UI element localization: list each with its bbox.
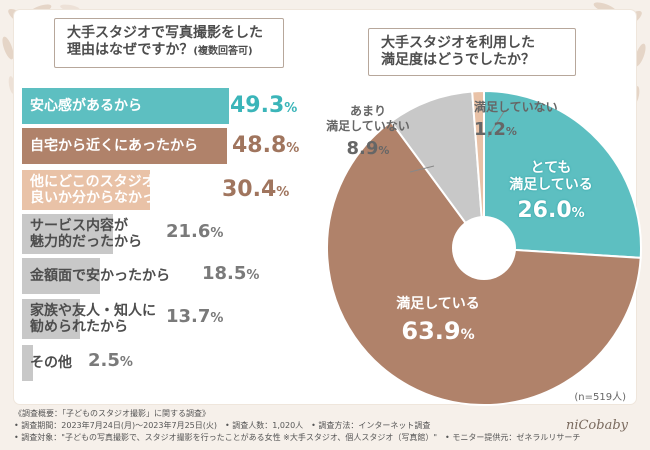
bar bbox=[22, 88, 230, 124]
bar-category-label: サービス内容が 魅力的だったから bbox=[30, 218, 142, 250]
bar bbox=[22, 299, 80, 339]
bar bbox=[22, 128, 227, 164]
pie-slice-not-very-satisfied bbox=[389, 90, 486, 252]
bar-value-label: 30.4% bbox=[222, 177, 290, 202]
footer-line1: 《調査概要：「子どものスタジオ撮影」に関する調査》 bbox=[14, 409, 210, 418]
bar-value-label: 18.5% bbox=[202, 263, 260, 284]
pie-leader-line bbox=[487, 109, 506, 138]
bar-value-label: 13.7% bbox=[166, 306, 224, 327]
pie-slice-label: とても 満足している 26.0% bbox=[509, 160, 593, 223]
bar-value-label: 48.8% bbox=[232, 133, 300, 158]
brand-logo: niCobaby bbox=[565, 418, 628, 433]
survey-footer: 《調査概要：「子どものスタジオ撮影」に関する調査》 • 調査期間：2023年7月… bbox=[14, 408, 580, 444]
bar-category-label: 他にどこのスタジオが 良いか分からなかったから bbox=[30, 174, 198, 206]
bar-value-label: 21.6% bbox=[166, 221, 224, 242]
bar-value-label: 2.5% bbox=[88, 350, 133, 371]
pie-slice-label: 満足していない 1.2% bbox=[474, 100, 558, 140]
pie-slice-label: あまり 満足していない 8.9% bbox=[326, 104, 410, 159]
pie-slice-very-satisfied bbox=[483, 89, 642, 259]
bar-category-label: 金額面で安かったから bbox=[30, 268, 170, 284]
bar bbox=[22, 345, 33, 381]
bar bbox=[22, 258, 100, 294]
sample-size-label: (n=519人) bbox=[574, 392, 626, 403]
pie-question-line1: 大手スタジオを利用した bbox=[381, 35, 535, 51]
pie-leader-line bbox=[409, 165, 435, 173]
bar bbox=[22, 170, 150, 210]
bar-chart-question: 大手スタジオで写真撮影をした 理由はなぜですか？(複数回答可) bbox=[54, 18, 284, 68]
pie-center-hole bbox=[452, 216, 516, 280]
bar-category-label: 家族や友人・知人に 勧められたから bbox=[30, 303, 156, 335]
pie-slice-not-satisfied bbox=[471, 89, 485, 249]
pie-slice-label: 満足している 63.9% bbox=[396, 296, 480, 345]
bar bbox=[22, 214, 113, 254]
bar-category-label: 安心感があるから bbox=[30, 98, 142, 114]
footer-line2: • 調査期間：2023年7月24日(月)～2023年7月25日(火) • 調査人… bbox=[14, 421, 431, 430]
bar-category-label: その他 bbox=[30, 355, 72, 371]
pie-chart-question: 大手スタジオを利用した 満足度はどうでしたか？ bbox=[368, 28, 576, 76]
bar-question-line2: 理由はなぜですか？ bbox=[67, 42, 194, 58]
bar-question-line1: 大手スタジオで写真撮影をした bbox=[67, 25, 263, 41]
pie-question-line2: 満足度はどうでしたか？ bbox=[381, 52, 535, 68]
bar-question-note: (複数回答可) bbox=[193, 46, 253, 57]
bar-value-label: 49.3% bbox=[230, 93, 298, 118]
footer-line3: • 調査対象："子どもの写真撮影で、スタジオ撮影を行ったことがある女性 ※大手ス… bbox=[14, 433, 581, 442]
bar-category-label: 自宅から近くにあったから bbox=[30, 138, 198, 154]
